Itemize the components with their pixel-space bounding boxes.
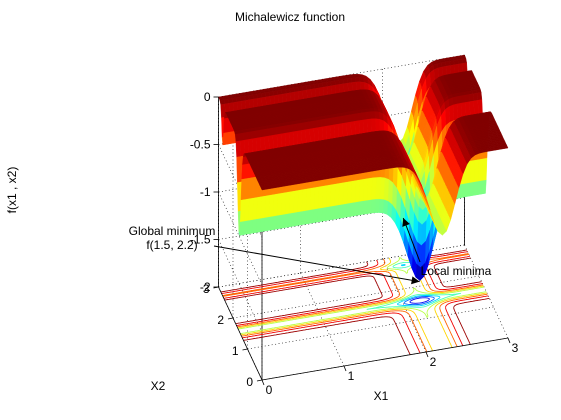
x-axis-label: X1: [374, 389, 389, 403]
x-tick-label: 1: [348, 369, 355, 383]
local-minima-label: Local minima: [421, 264, 492, 278]
z-tick-label: -2: [200, 280, 211, 294]
x-axis-line: [261, 337, 509, 381]
y-tick: [227, 317, 234, 320]
grid-line: [232, 275, 480, 319]
z-axis-label: f(x1 , x2): [5, 167, 19, 214]
x-tick: [261, 379, 265, 386]
surface-patch: [223, 117, 229, 133]
y-axis-label: X2: [151, 379, 166, 393]
y-tick: [256, 379, 263, 382]
global-minimum-value: f(1.5, 2.2): [146, 238, 197, 252]
surface-patch: [222, 131, 228, 146]
y-tick-label: 0: [246, 375, 253, 389]
x-tick: [507, 337, 511, 344]
contour-line: [396, 264, 441, 307]
x-tick-label: 2: [430, 355, 437, 369]
grid-line: [247, 306, 494, 350]
surface-plot: [218, 54, 509, 282]
x-tick-label: 0: [266, 383, 273, 397]
x-tick: [343, 365, 347, 372]
y-tick-label: 1: [232, 344, 239, 358]
z-tick-label: -1: [200, 185, 211, 199]
surface-patch: [241, 163, 247, 180]
surface-patch: [236, 156, 242, 183]
surface-patch: [239, 220, 245, 236]
z-tick-label: -0.5: [190, 138, 211, 152]
chart-title: Michalewicz function: [235, 10, 345, 24]
x-tick-label: 3: [512, 341, 519, 355]
contour-line: [409, 297, 430, 304]
x-tick: [425, 351, 429, 358]
surface-patch: [240, 178, 247, 201]
contour-line: [366, 261, 462, 310]
surface-patch: [240, 198, 246, 222]
global-minimum-label: Global minimum: [129, 224, 216, 238]
y-tick-label: 2: [217, 313, 224, 327]
surface-patch: [234, 133, 241, 142]
surface-patch: [235, 140, 241, 158]
contour-line: [403, 296, 435, 306]
z-tick-label: 0: [204, 90, 211, 104]
contour-line: [238, 257, 487, 335]
y-tick: [242, 348, 248, 351]
